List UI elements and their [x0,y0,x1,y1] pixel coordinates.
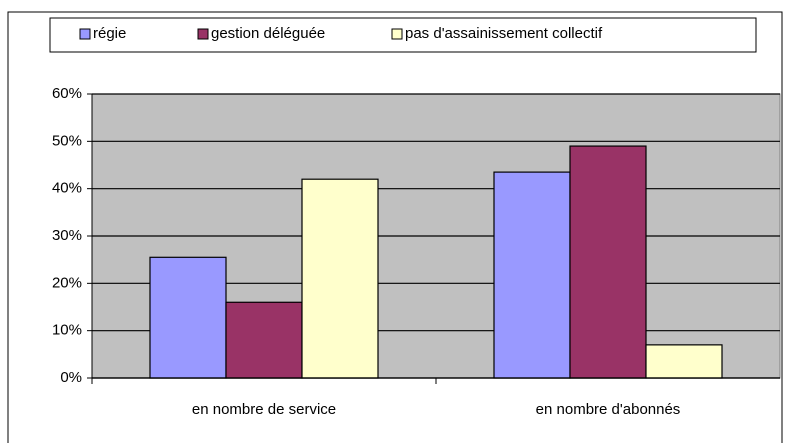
legend-box [49,17,757,53]
legend-label: pas d'assainissement collectif [405,25,603,42]
y-tick-label: 50% [52,132,82,149]
bar [569,145,647,379]
y-tick-label: 10% [52,322,82,339]
legend-label: régie [93,25,126,42]
legend-swatch [79,28,91,40]
bar [493,171,571,379]
y-tick-label: 60% [52,85,82,102]
legend-swatch [197,28,209,40]
x-tick-label: en nombre de service [192,401,336,418]
legend-swatch [391,28,403,40]
bar [645,344,723,379]
bar [149,256,227,379]
bar [225,301,303,379]
legend-label: gestion déléguée [211,25,325,42]
bar [301,178,379,379]
y-tick-label: 40% [52,180,82,197]
x-tick-label: en nombre d'abonnés [536,401,681,418]
y-tick-label: 30% [52,227,82,244]
y-tick-label: 0% [60,369,82,386]
y-tick-label: 20% [52,274,82,291]
